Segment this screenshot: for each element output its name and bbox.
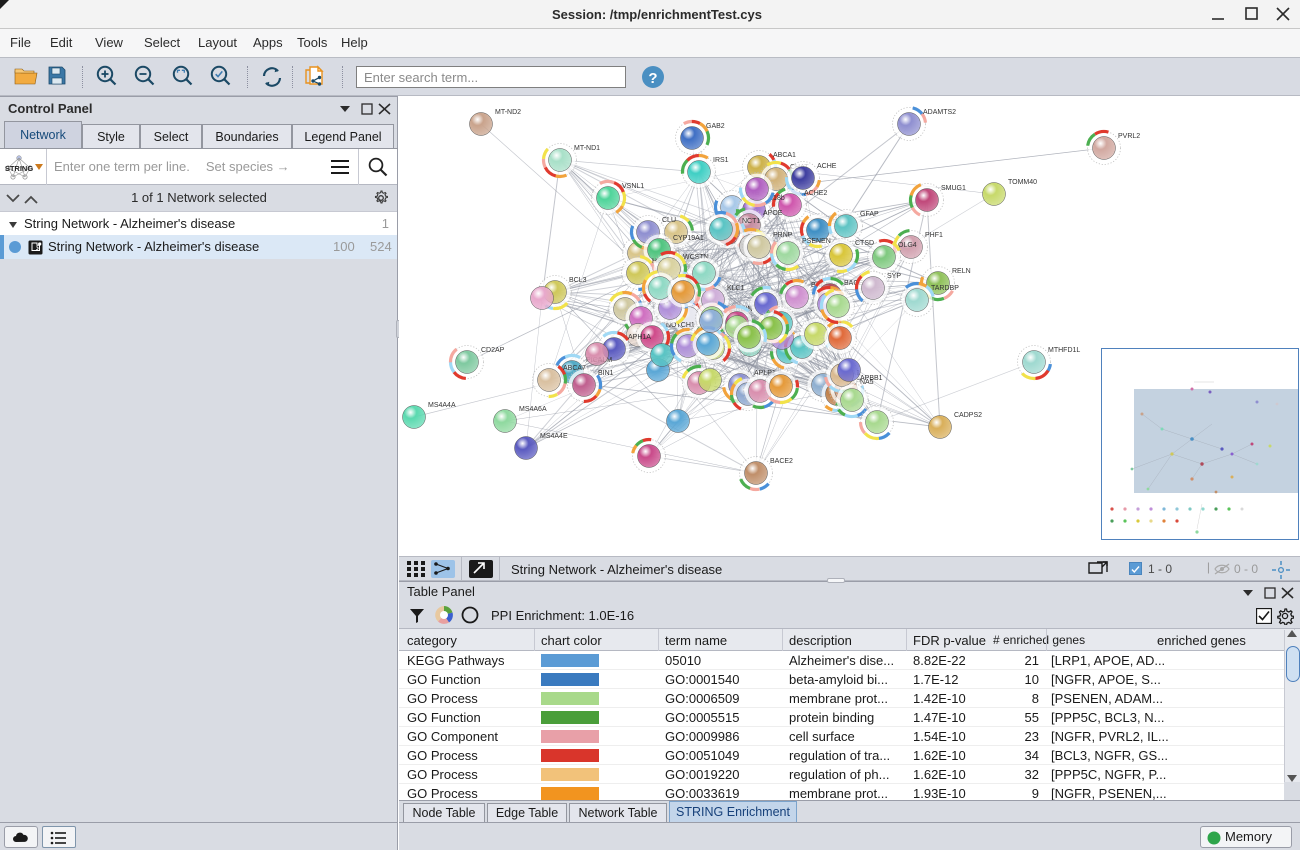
- svg-text:APOE: APOE: [763, 210, 783, 217]
- svg-text:BACE2: BACE2: [770, 458, 793, 465]
- svg-text:GFAP: GFAP: [860, 211, 879, 218]
- svg-text:TOMM40: TOMM40: [1008, 179, 1037, 186]
- svg-text:CTSD: CTSD: [855, 240, 874, 247]
- svg-text:ACHE: ACHE: [817, 163, 837, 170]
- svg-text:?: ?: [648, 70, 657, 87]
- svg-text:CADPS2: CADPS2: [954, 412, 982, 419]
- svg-text:CYP19A1: CYP19A1: [673, 235, 704, 242]
- svg-text:PHF1: PHF1: [925, 232, 943, 239]
- svg-text:SMUG1: SMUG1: [941, 185, 966, 192]
- svg-text:KLC1: KLC1: [727, 285, 745, 292]
- svg-text:MTHFD1L: MTHFD1L: [1048, 347, 1080, 354]
- svg-text:OLG4: OLG4: [898, 242, 917, 249]
- svg-text:CLU: CLU: [662, 217, 676, 224]
- svg-text:PVRL2: PVRL2: [1118, 133, 1140, 140]
- svg-text:IRS1: IRS1: [713, 157, 729, 164]
- svg-text:TARDBP: TARDBP: [931, 285, 959, 292]
- svg-text:RELN: RELN: [952, 268, 971, 275]
- svg-text:ADAMTS2: ADAMTS2: [923, 109, 956, 116]
- svg-text:MT-ND1: MT-ND1: [574, 145, 600, 152]
- svg-text:CD2AP: CD2AP: [481, 347, 505, 354]
- svg-text:ABCA1: ABCA1: [773, 152, 796, 159]
- svg-text:NCT1: NCT1: [742, 218, 760, 225]
- svg-text:STRING: STRING: [5, 164, 34, 173]
- svg-text:ACHE2: ACHE2: [804, 190, 827, 197]
- svg-text:BIN1: BIN1: [598, 370, 614, 377]
- svg-text:APBB1: APBB1: [860, 375, 883, 382]
- svg-text:MS4A4E: MS4A4E: [540, 433, 568, 440]
- svg-text:SYP: SYP: [887, 273, 901, 280]
- svg-text:MS4A4A: MS4A4A: [428, 402, 456, 409]
- svg-text:MS4A6A: MS4A6A: [519, 406, 547, 413]
- svg-text:BCL3: BCL3: [569, 277, 587, 284]
- svg-text:MT-ND2: MT-ND2: [495, 109, 521, 116]
- svg-text:APH1A: APH1A: [628, 334, 651, 341]
- svg-text:PSENEN: PSENEN: [802, 238, 831, 245]
- svg-text:GAB2: GAB2: [706, 123, 725, 130]
- svg-text:VSNL1: VSNL1: [622, 183, 644, 190]
